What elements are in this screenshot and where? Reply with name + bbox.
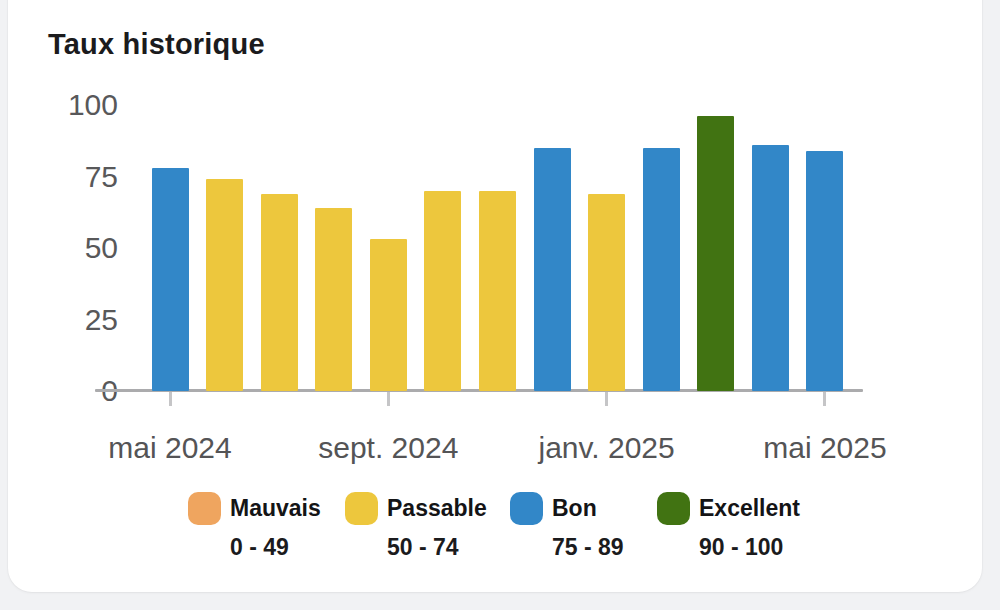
- legend-label: Mauvais: [230, 492, 321, 525]
- bar-nov-2024[interactable]: [479, 191, 516, 391]
- x-axis-tick: [605, 392, 608, 406]
- legend-label: Passable: [387, 492, 487, 525]
- bar-juin-2024[interactable]: [206, 179, 243, 391]
- legend-label: Bon: [552, 492, 597, 525]
- legend-swatch-excellent: [657, 492, 690, 525]
- y-tick-label: 25: [0, 302, 118, 338]
- legend-swatch-mauvais: [188, 492, 221, 525]
- bar-mai-2024[interactable]: [152, 168, 189, 391]
- legend-range: 90 - 100: [699, 532, 783, 562]
- bar-oct-2024[interactable]: [424, 191, 461, 391]
- legend-swatch-passable: [345, 492, 378, 525]
- bar-févr-2025[interactable]: [643, 148, 680, 391]
- bar-mars-2025[interactable]: [697, 116, 734, 391]
- x-tick-label: janv. 2025: [487, 430, 727, 466]
- bar-janv-2025[interactable]: [588, 194, 625, 391]
- bar-mai-2025[interactable]: [806, 151, 843, 391]
- x-tick-label: mai 2025: [705, 430, 945, 466]
- legend-label: Excellent: [699, 492, 800, 525]
- y-tick-label: 50: [0, 230, 118, 266]
- legend-range: 50 - 74: [387, 532, 459, 562]
- x-tick-label: mai 2024: [50, 430, 290, 466]
- legend-range: 75 - 89: [552, 532, 624, 562]
- x-axis-tick: [169, 392, 172, 406]
- bar-avr-2025[interactable]: [752, 145, 789, 391]
- y-tick-label: 75: [0, 159, 118, 195]
- bar-déc-2024[interactable]: [534, 148, 571, 391]
- bar-sept-2024[interactable]: [370, 239, 407, 391]
- legend-range: 0 - 49: [230, 532, 289, 562]
- x-axis-tick: [387, 392, 390, 406]
- bar-juil-2024[interactable]: [261, 194, 298, 391]
- x-tick-label: sept. 2024: [268, 430, 508, 466]
- chart-title: Taux historique: [48, 28, 265, 61]
- x-axis-tick: [823, 392, 826, 406]
- historical-rate-widget: Taux historique 1007550250 mai 2024sept.…: [0, 0, 1000, 610]
- legend-swatch-bon: [510, 492, 543, 525]
- y-tick-label: 100: [0, 87, 118, 123]
- bar-août-2024[interactable]: [315, 208, 352, 391]
